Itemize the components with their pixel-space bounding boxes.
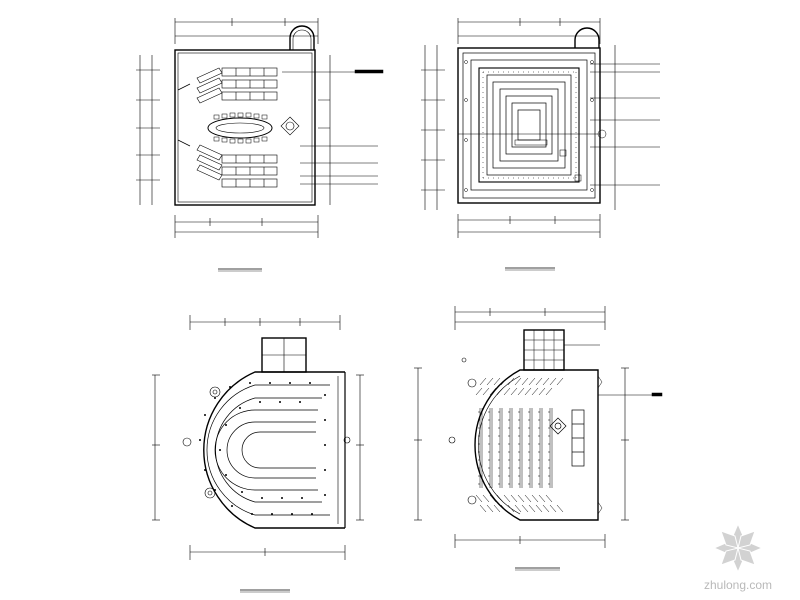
tiered-seating-rings	[206, 384, 330, 516]
walls	[203, 337, 346, 529]
ceiling-steps	[462, 52, 596, 199]
watermark: zhulong.com	[698, 520, 778, 592]
leader-lines	[458, 63, 660, 186]
stage-area	[549, 409, 585, 467]
walls	[457, 27, 601, 204]
stair-grid	[524, 330, 564, 370]
plant-symbol-icon	[182, 386, 351, 499]
walls	[474, 329, 599, 521]
dimension-lines	[421, 18, 616, 238]
seating-dots	[199, 382, 326, 515]
dimension-lines	[136, 18, 331, 238]
plan-auditorium	[414, 306, 663, 571]
seating-rows	[196, 67, 278, 188]
leader-lines	[282, 69, 384, 185]
plan-u-shaped-hall	[152, 315, 364, 593]
dimension-lines	[414, 306, 629, 548]
leader-lines	[564, 344, 663, 515]
watermark-text: zhulong.com	[703, 578, 773, 592]
conference-table	[207, 112, 273, 144]
center-seat-columns	[478, 408, 554, 488]
flower-logo-icon	[712, 522, 764, 574]
dimension-lines	[152, 315, 364, 560]
door-swing	[177, 83, 191, 147]
plant-symbol-icon	[280, 116, 300, 136]
auditorium-seats	[475, 377, 564, 513]
walls	[174, 25, 316, 206]
light-fixtures	[464, 60, 607, 192]
plan-ceiling	[421, 18, 660, 271]
plant-symbol-icon	[448, 357, 477, 505]
plan-meeting-room	[136, 18, 384, 272]
